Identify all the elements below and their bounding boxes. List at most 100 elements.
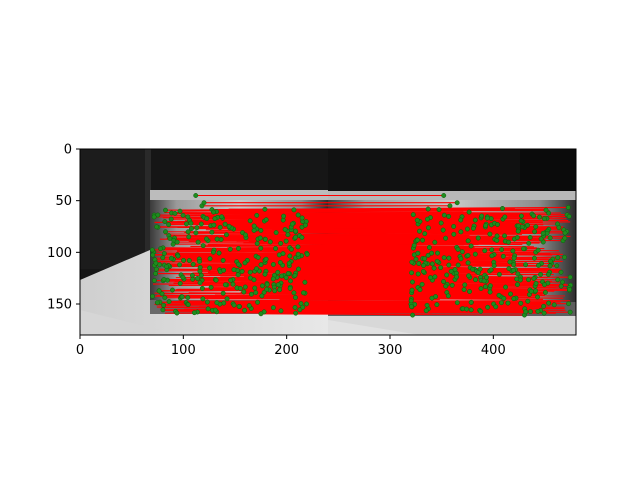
keypoint — [237, 286, 243, 291]
keypoint — [508, 291, 513, 297]
match-line — [303, 246, 412, 249]
keypoint — [562, 230, 568, 236]
match-line — [188, 236, 565, 239]
match-line — [199, 260, 510, 263]
keypoint — [507, 259, 513, 265]
keypoint — [277, 260, 283, 266]
keypoint — [467, 289, 473, 294]
keypoint — [484, 215, 490, 221]
match-line — [237, 287, 556, 289]
keypoint — [204, 216, 210, 222]
match-line — [247, 233, 418, 236]
keypoint — [287, 253, 293, 259]
keypoint — [270, 276, 276, 282]
keypoint — [566, 301, 571, 307]
keypoint — [531, 213, 537, 219]
keypoint — [299, 215, 305, 221]
keypoint — [411, 242, 417, 248]
keypoint — [461, 287, 467, 293]
keypoint — [415, 271, 421, 277]
match-line — [205, 229, 457, 232]
keypoint — [230, 281, 236, 287]
keypoint — [292, 295, 298, 300]
match-line — [209, 267, 509, 270]
keypoint — [494, 233, 500, 239]
keypoint — [293, 310, 299, 316]
keypoint — [191, 310, 197, 316]
keypoint — [204, 236, 209, 242]
keypoint — [235, 272, 241, 278]
keypoint — [502, 233, 508, 239]
keypoint — [301, 290, 306, 296]
match-line — [211, 231, 566, 234]
keypoint — [168, 216, 174, 222]
match-line — [154, 292, 539, 296]
keypoint — [410, 279, 415, 285]
keypoint — [434, 302, 440, 308]
keypoint — [200, 243, 206, 249]
match-line — [173, 282, 429, 284]
keypoint — [190, 276, 196, 282]
keypoint — [447, 203, 453, 209]
keypoint — [551, 302, 557, 308]
keypoint — [263, 256, 269, 262]
keypoint — [562, 235, 568, 241]
keypoint — [254, 241, 260, 247]
keypoint — [435, 250, 441, 256]
keypoint — [183, 221, 189, 227]
keypoint — [521, 246, 526, 252]
keypoint — [465, 253, 471, 258]
keypoint — [542, 282, 547, 288]
keypoint — [455, 246, 461, 252]
keypoint — [226, 223, 232, 229]
keypoint — [195, 239, 201, 245]
keypoint — [444, 272, 450, 278]
x-tick-label: 300 — [378, 343, 403, 358]
keypoint — [177, 281, 183, 286]
keypoint — [174, 310, 180, 316]
keypoint — [526, 277, 531, 283]
keypoint — [533, 224, 539, 230]
keypoint — [466, 209, 472, 215]
keypoint — [419, 281, 425, 287]
keypoint — [500, 205, 505, 211]
keypoint — [515, 228, 521, 234]
keypoint — [452, 267, 458, 272]
keypoint — [465, 260, 471, 266]
keypoint — [293, 234, 298, 240]
keypoint — [220, 257, 226, 263]
match-line — [238, 215, 553, 218]
keypoint — [286, 260, 292, 266]
keypoint — [186, 234, 192, 240]
keypoint — [247, 218, 253, 224]
keypoint — [531, 255, 537, 261]
keypoint — [432, 239, 438, 245]
keypoint — [149, 247, 155, 253]
keypoint — [154, 266, 159, 272]
keypoint — [554, 263, 560, 269]
keypoint — [488, 267, 494, 273]
keypoint — [448, 268, 454, 274]
keypoint — [304, 301, 309, 307]
keypoint — [249, 291, 254, 297]
keypoint — [247, 269, 253, 275]
keypoint — [162, 295, 168, 301]
keypoint — [459, 249, 465, 255]
keypoint — [446, 262, 452, 268]
keypoint — [180, 212, 186, 218]
keypoint — [255, 299, 261, 305]
keypoint — [254, 212, 260, 218]
keypoint — [541, 310, 547, 316]
keypoint — [156, 288, 162, 294]
keypoint — [491, 263, 497, 269]
keypoint — [263, 217, 269, 223]
keypoint — [408, 304, 414, 309]
keypoint — [278, 240, 284, 246]
keypoint — [198, 272, 204, 278]
keypoint — [441, 212, 447, 218]
keypoint — [487, 283, 493, 289]
keypoint — [259, 293, 265, 299]
keypoint — [212, 216, 218, 222]
keypoint — [555, 277, 561, 283]
keypoint — [473, 277, 478, 283]
